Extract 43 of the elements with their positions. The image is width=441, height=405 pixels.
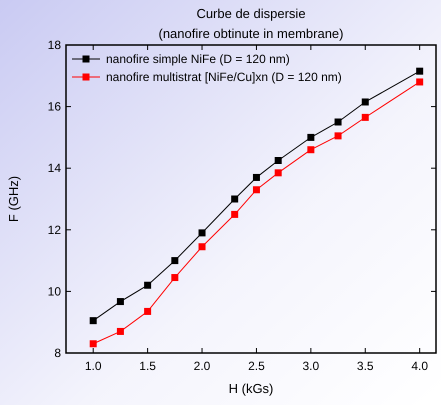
point (90, 340, 97, 348)
x-tick-label: 2.0 (194, 359, 211, 373)
y-tick-label: 10 (48, 284, 62, 298)
point (231, 196, 238, 202)
y-tick-label: 14 (48, 161, 62, 176)
y-tick-label: 18 (48, 38, 62, 52)
point (171, 257, 178, 264)
point (231, 210, 238, 218)
x-tick-label: 1.5 (139, 359, 156, 373)
point (416, 78, 424, 86)
point (334, 132, 342, 140)
x-tick-label: 1.0 (84, 359, 102, 373)
legend-label: nanofire multistrat [NiFe/Cu]xn (D = 120 nm) (106, 70, 342, 84)
point (198, 229, 206, 236)
point (307, 134, 314, 141)
y-tick-label: 16 (48, 100, 62, 114)
x-tick-label: 4.0 (411, 359, 428, 373)
x-tick-label: 3.5 (356, 359, 374, 373)
point (116, 328, 124, 335)
point (144, 308, 152, 315)
y-axis-title: F (GHz) (6, 176, 21, 222)
point (144, 282, 152, 289)
point (362, 114, 369, 121)
y-tick-label: 8 (54, 346, 62, 360)
point (171, 274, 178, 282)
y-tick-label: 12 (48, 222, 62, 237)
point (274, 157, 282, 164)
chart-title: Curbe de dispersie (196, 6, 306, 21)
point (252, 174, 260, 181)
point (90, 317, 97, 324)
point (307, 146, 314, 154)
point (416, 68, 424, 75)
point (362, 98, 369, 106)
point (252, 186, 260, 194)
x-tick-label: 3.0 (302, 359, 320, 373)
point (198, 243, 206, 250)
point (334, 118, 342, 126)
legend-label: nanofire simple NiFe (D = 120 nm) (106, 52, 290, 66)
point (274, 169, 282, 176)
chart-subtitle: (nanofire obtinute in membrane) (158, 26, 344, 41)
x-axis-title: H (kGs) (228, 381, 274, 396)
point (116, 298, 124, 306)
x-tick-label: 2.5 (248, 359, 266, 373)
